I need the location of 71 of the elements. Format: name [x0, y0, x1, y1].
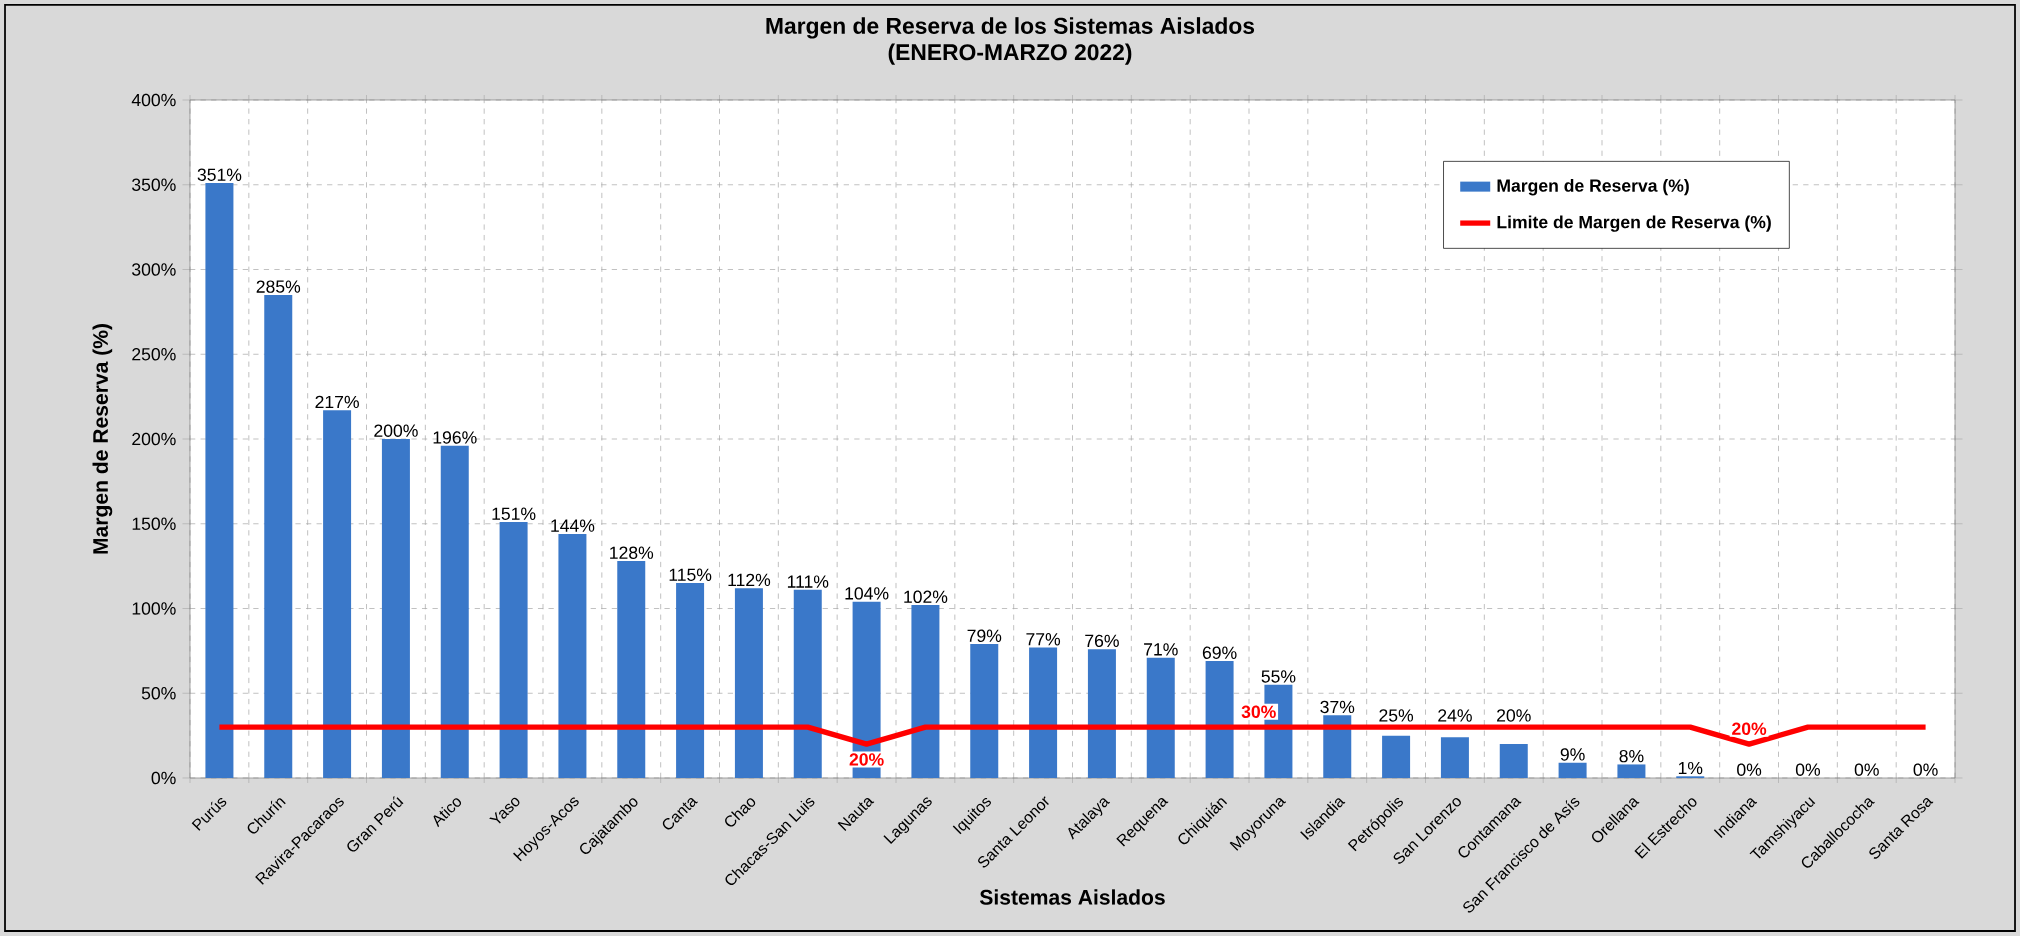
data-label: 25% [1379, 709, 1414, 722]
chart-subtitle: (ENERO-MARZO 2022) [888, 43, 1132, 65]
data-label: 77% [1026, 633, 1061, 646]
legend-label: Limite de Margen de Reserva (%) [1497, 215, 1771, 232]
data-label: 144% [551, 519, 595, 532]
bar [970, 644, 999, 778]
data-label: 55% [1261, 670, 1296, 683]
bar [1617, 764, 1646, 778]
data-label: 79% [967, 629, 1002, 642]
y-tick-label: 0% [151, 771, 176, 785]
data-label: 9% [1560, 748, 1585, 761]
bar [1558, 762, 1587, 778]
data-label: 1% [1678, 761, 1703, 775]
y-tick-label: 200% [132, 432, 176, 446]
data-label: 102% [904, 590, 948, 603]
data-label: 112% [728, 573, 771, 587]
bar [1205, 661, 1234, 778]
bar [499, 522, 528, 778]
y-tick-label: 300% [132, 263, 176, 276]
y-tick-label: 250% [132, 348, 176, 361]
bar [1323, 715, 1352, 778]
bar [1440, 737, 1469, 778]
annotation: 20% [1732, 722, 1767, 735]
y-tick-label: 400% [131, 93, 176, 107]
y-tick-label: 150% [132, 517, 176, 530]
data-label: 76% [1085, 634, 1119, 648]
bar [676, 583, 705, 778]
data-label: 115% [669, 568, 712, 581]
data-label: 285% [256, 280, 301, 293]
y-tick-label: 100% [132, 602, 176, 615]
bar [1029, 647, 1058, 778]
data-label: 0% [1854, 763, 1879, 776]
bar [558, 533, 587, 778]
data-label: 0% [1795, 763, 1821, 776]
bar [264, 294, 293, 778]
x-axis-title: Sistemas Aislados [979, 889, 1165, 905]
bar [1382, 735, 1411, 778]
bar [381, 439, 410, 778]
data-label: 200% [374, 424, 418, 437]
data-label: 351% [197, 168, 242, 181]
bar [323, 410, 352, 778]
data-label: 104% [845, 587, 889, 600]
data-label: 111% [787, 575, 829, 588]
legend-label: Margen de Reserva (%) [1497, 178, 1689, 196]
y-tick-label: 350% [132, 178, 176, 191]
data-label: 71% [1144, 643, 1178, 656]
bar [793, 589, 822, 778]
bar [1087, 649, 1116, 778]
data-label: 217% [315, 395, 359, 409]
bar [911, 605, 940, 778]
chart-title: Margen de Reserva de los Sistemas Aislados [766, 17, 1255, 39]
annotation: 30% [1241, 705, 1276, 719]
data-label: 0% [1737, 763, 1762, 776]
y-axis-title: Margen de Reserva (%) [92, 324, 113, 554]
bar [1499, 744, 1528, 778]
data-label: 24% [1438, 709, 1472, 722]
data-label: 69% [1202, 646, 1237, 659]
annotation: 20% [849, 753, 884, 766]
data-label: 8% [1619, 749, 1644, 763]
bar [734, 588, 763, 778]
data-label: 128% [610, 546, 654, 559]
data-label: 151% [492, 507, 536, 520]
bar [617, 561, 646, 778]
y-tick-label: 50% [141, 687, 176, 700]
bar [1146, 657, 1175, 778]
bar [440, 445, 469, 778]
bar [205, 183, 234, 778]
data-label: 196% [433, 431, 477, 444]
data-label: 0% [1913, 763, 1938, 776]
data-label: 37% [1320, 700, 1355, 714]
data-label: 20% [1497, 709, 1531, 722]
